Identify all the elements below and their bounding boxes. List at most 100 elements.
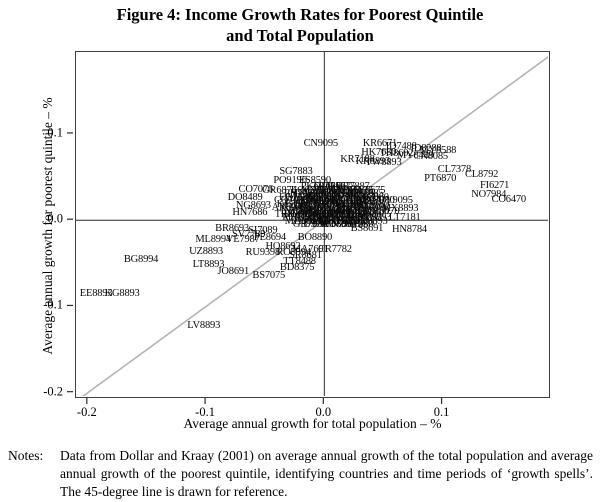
data-point-label: MA7080 (287, 191, 324, 203)
data-point-label: BD7080 (288, 205, 323, 217)
data-point-label: US6070 (307, 191, 341, 203)
data-point-label: KZ8893 (323, 215, 358, 227)
data-point-label: TZ7080 (334, 198, 367, 210)
plot-lines-layer (76, 52, 548, 396)
data-point-label: PE7080 (357, 202, 391, 214)
data-point-label: EE8893 (79, 288, 113, 300)
data-point-label: AU7080 (321, 219, 356, 231)
data-point-label: PT6070 (346, 191, 379, 203)
data-point-label: FR6070 (317, 191, 351, 203)
data-point-label: PK6070 (300, 181, 334, 193)
data-point-label: ML8994 (195, 234, 231, 246)
data-point-label: ID8288 (410, 142, 442, 154)
data-point-label: LV8893 (187, 320, 221, 332)
data-point-label: UY9095 (377, 195, 413, 207)
data-point-label: LK7080 (349, 195, 384, 207)
data-point-label: FI6271 (480, 179, 510, 191)
data-point-label: KR7188 (340, 153, 375, 165)
data-point-label: GT7080 (340, 195, 375, 207)
data-point-label: TH8692 (379, 147, 414, 159)
data-point-label: DO7080 (330, 195, 366, 207)
x-tick-label: -0.1 (195, 405, 215, 419)
data-point-label: SK8993 (310, 212, 344, 224)
data-point-label: PT6870 (424, 172, 457, 184)
y-axis-label: Average annual growth for poorest quinti… (40, 97, 55, 355)
data-point-label: NP7080 (298, 205, 332, 217)
data-point-label: SI7089 (248, 224, 278, 236)
data-point-label: TN7580 (297, 191, 332, 203)
figure-title: Figure 4: Income Growth Rates for Poores… (0, 5, 600, 46)
figure-notes: Notes: Data from Dollar and Kraay (2001)… (8, 447, 593, 500)
data-point-label: SN7080 (295, 198, 330, 210)
data-point-label: TH7585 (340, 188, 375, 200)
data-point-label: BD8375 (279, 261, 315, 273)
data-point-label: VE7987 (225, 234, 260, 246)
data-point-label: PK7085 (350, 188, 384, 200)
data-point-label: BS8691 (350, 222, 384, 234)
data-point-label: BS7075 (252, 270, 286, 282)
data-point-label: NG7080 (313, 198, 349, 210)
x-tick-label: -0.2 (76, 405, 97, 419)
data-point-label: EG6070 (283, 209, 318, 220)
data-point-label: NG8693 (235, 199, 271, 211)
data-point-label: KE7080 (276, 198, 311, 210)
data-point-label: IN6570 (294, 188, 326, 200)
data-point-label: CA7080 (311, 219, 347, 231)
data-point-label: HN8784 (391, 223, 427, 235)
data-point-label: HN7686 (232, 207, 268, 219)
data-point-label: GR7080 (354, 191, 389, 203)
data-point-label: UY6070 (290, 202, 326, 214)
notes-text: Data from Dollar and Kraay (2001) on ave… (60, 448, 593, 499)
data-point-label: KR7080 (354, 205, 389, 217)
data-point-label: BG8994 (123, 253, 159, 265)
data-point-label: US7080 (302, 219, 337, 231)
data-point-label: MA7691 (291, 243, 329, 255)
data-point-label: BO7080 (309, 202, 344, 214)
data-point-label: CN9095 (303, 138, 339, 150)
data-point-label: GB7080 (292, 219, 328, 231)
data-point-label: TN8090 (302, 209, 337, 220)
figure-title-line2: and Total Population (226, 25, 374, 45)
data-point-label: PO9196 (273, 174, 307, 186)
data-point-label: MX6070 (336, 202, 374, 214)
data-point-label: GE8893 (305, 215, 339, 227)
data-point-label: MX7080 (320, 188, 357, 200)
data-point-label: AZ8893 (314, 215, 349, 227)
y-tick-label: 0.0 (47, 211, 63, 226)
data-point-label: RU9398 (245, 246, 281, 258)
data-point-label: LK6070 (316, 205, 351, 217)
data-point-label: CO6470 (491, 194, 527, 206)
data-point-label: BG8090 (328, 212, 363, 224)
data-point-label: TT8488 (283, 255, 316, 267)
data-point-label: TJ8893 (335, 215, 366, 227)
data-point-label: SG7883 (279, 165, 313, 177)
data-point-label: CR7782 (318, 243, 352, 255)
notes-label: Notes: (8, 448, 44, 463)
data-point-label: SE7080 (341, 219, 374, 231)
data-point-label: RO8994 (276, 246, 311, 258)
data-point-label: PL8090 (282, 212, 315, 224)
data-point-label: ZM6070 (323, 198, 359, 210)
x-axis-label: Average annual growth for total populati… (183, 416, 442, 431)
data-point-label: PK7588 (307, 205, 341, 217)
data-point-label: CO7076 (238, 184, 274, 195)
data-point-label: PY7080 (319, 202, 353, 214)
data-point-label: PH7085 (284, 188, 318, 200)
data-point-label: ID6070 (346, 205, 378, 217)
data-point-label: EG6575 (290, 184, 325, 196)
data-point-label: CN8085 (413, 151, 449, 163)
data-point-label: BR6070 (328, 202, 363, 214)
data-point-label: AR6070 (271, 202, 307, 214)
data-point-label: TW8893 (365, 157, 402, 169)
data-point-label: MY8489 (397, 149, 434, 161)
data-point-label: MY6070 (362, 205, 400, 217)
data-point-label: NZ7080 (331, 219, 365, 231)
data-point-label: KG8893 (104, 288, 140, 300)
y-tick-label: -0.2 (43, 384, 63, 399)
data-point-label: PE6070 (294, 195, 327, 207)
data-point-label: KR8893 (355, 155, 391, 167)
data-point-label: ES8590 (298, 174, 331, 186)
data-point-label: ID7488 (385, 140, 417, 152)
data-point-label: NO7984 (471, 189, 507, 201)
